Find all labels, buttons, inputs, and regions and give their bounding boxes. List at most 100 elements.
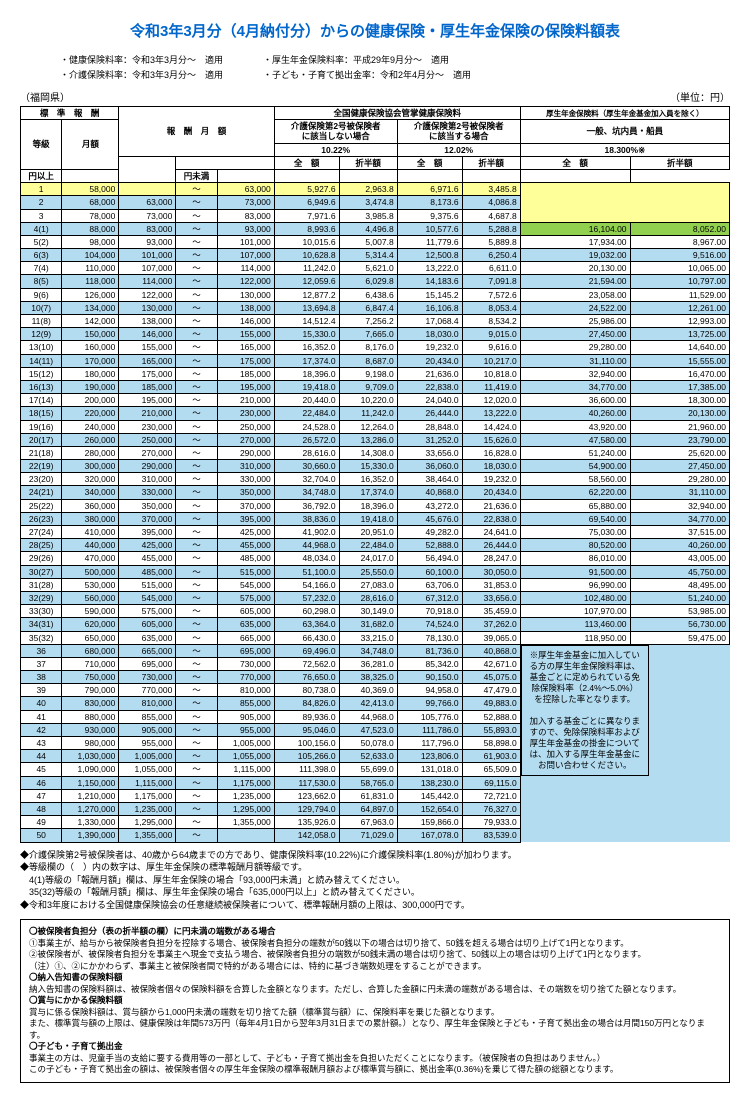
col-month: 月額 bbox=[62, 120, 119, 170]
cell: 14,512.4 bbox=[274, 315, 339, 328]
cell: 146,000 bbox=[217, 315, 274, 328]
cell: 65,509.0 bbox=[462, 763, 520, 776]
table-row: 21(18)280,000270,000～290,00028,616.014,3… bbox=[21, 446, 730, 459]
cell: 42 bbox=[21, 723, 62, 736]
cell: 16,106.8 bbox=[397, 301, 462, 314]
footer-3: 4(1)等級の「報酬月額」欄は、厚生年金保険の場合「93,000円未満」と読み替… bbox=[20, 874, 730, 887]
cell: 38,836.0 bbox=[274, 512, 339, 525]
cell: 114,000 bbox=[217, 262, 274, 275]
cell: 195,000 bbox=[119, 394, 176, 407]
table-row: 30(27)500,000485,000～515,00051,100.025,5… bbox=[21, 565, 730, 578]
cell: 470,000 bbox=[62, 552, 119, 565]
col-above: 円以上 bbox=[21, 169, 62, 182]
cell: 25,986.00 bbox=[520, 315, 630, 328]
cell: 14,424.0 bbox=[462, 420, 520, 433]
cell: 58,000 bbox=[62, 183, 119, 196]
cell: 11,419.0 bbox=[462, 380, 520, 393]
cell: 40 bbox=[21, 697, 62, 710]
cell: 7,971.6 bbox=[274, 209, 339, 222]
cell: 78,130.0 bbox=[397, 631, 462, 644]
rate-note-1: ・健康保険料率：令和3年3月分～ 適用 bbox=[60, 53, 223, 66]
cell: 20,130.00 bbox=[630, 407, 729, 420]
cell: 24,522.00 bbox=[520, 301, 630, 314]
diag-cell bbox=[397, 169, 462, 182]
cell: 10(7) bbox=[21, 301, 62, 314]
cell: 63,000 bbox=[119, 196, 176, 209]
cell: 48,495.00 bbox=[630, 578, 729, 591]
cell: ～ bbox=[176, 539, 217, 552]
cell: 830,000 bbox=[62, 697, 119, 710]
cell: 34,748.0 bbox=[339, 644, 397, 657]
table-row: 15(12)180,000175,000～185,00018,396.09,19… bbox=[21, 367, 730, 380]
cell: 7,256.2 bbox=[339, 315, 397, 328]
cell: 6,611.0 bbox=[462, 262, 520, 275]
cell: 146,000 bbox=[119, 328, 176, 341]
cell: 36,600.00 bbox=[520, 394, 630, 407]
cell: 10,217.0 bbox=[462, 354, 520, 367]
cell: 31,252.0 bbox=[397, 433, 462, 446]
cell: 34(31) bbox=[21, 618, 62, 631]
cell: 155,000 bbox=[119, 341, 176, 354]
cell: 83,539.0 bbox=[462, 829, 520, 842]
box-l2: ②被保険者が、被保険者負担分を事業主へ現金で支払う場合、被保険者負担分の端数が5… bbox=[29, 949, 721, 960]
cell: ～ bbox=[176, 591, 217, 604]
cell: 665,000 bbox=[217, 631, 274, 644]
cell: 31,853.0 bbox=[462, 578, 520, 591]
cell: ～ bbox=[176, 183, 217, 196]
cell: 11(8) bbox=[21, 315, 62, 328]
cell: ～ bbox=[176, 196, 217, 209]
cell: 107,000 bbox=[119, 262, 176, 275]
cell: 16,104.00 bbox=[520, 222, 630, 235]
box-l3: （注）①、②にかかわらず、事業主と被保険者間で特約がある場合には、特約に基づき端… bbox=[29, 961, 721, 972]
table-row: 158,000～63,0005,927.62,963.86,971.63,485… bbox=[21, 183, 730, 196]
cell: 49,282.0 bbox=[397, 526, 462, 539]
cell: 91,500.00 bbox=[520, 565, 630, 578]
cell: 35,459.0 bbox=[462, 605, 520, 618]
cell: 23,058.00 bbox=[520, 288, 630, 301]
cell: 85,342.0 bbox=[397, 657, 462, 670]
cell: 58,765.0 bbox=[339, 776, 397, 789]
box-h4: 〇子ども・子育て拠出金 bbox=[29, 1041, 721, 1052]
cell: 5,314.4 bbox=[339, 249, 397, 262]
cell: 905,000 bbox=[119, 723, 176, 736]
cell: 10,797.00 bbox=[630, 275, 729, 288]
cell: 81,736.0 bbox=[397, 644, 462, 657]
cell: 3,485.8 bbox=[462, 183, 520, 196]
cell: 500,000 bbox=[62, 565, 119, 578]
cell: 13(10) bbox=[21, 341, 62, 354]
cell: ～ bbox=[176, 552, 217, 565]
cell: ～ bbox=[176, 737, 217, 750]
box-l5: 賞与に係る保険料額は、賞与額から1,000円未満の端数を切り捨てた額（標準賞与額… bbox=[29, 1007, 721, 1018]
cell: 180,000 bbox=[62, 367, 119, 380]
cell: 12,020.0 bbox=[462, 394, 520, 407]
cell: 175,000 bbox=[217, 354, 274, 367]
rate-note-2: ・厚生年金保険料率：平成29年9月分～ 適用 bbox=[263, 53, 449, 66]
cell: 43 bbox=[21, 737, 62, 750]
cell: 150,000 bbox=[62, 328, 119, 341]
cell: 63,706.0 bbox=[397, 578, 462, 591]
cell: 31(28) bbox=[21, 578, 62, 591]
cell: 44,968.0 bbox=[339, 710, 397, 723]
cell: 270,000 bbox=[119, 446, 176, 459]
cell: 485,000 bbox=[217, 552, 274, 565]
cell: 14,308.0 bbox=[339, 446, 397, 459]
cell: 320,000 bbox=[62, 473, 119, 486]
cell: 63,000 bbox=[217, 183, 274, 196]
rate-2: 12.02% bbox=[397, 143, 520, 156]
cell: 70,918.0 bbox=[397, 605, 462, 618]
cell: 21(18) bbox=[21, 446, 62, 459]
diag-cell bbox=[217, 169, 274, 182]
cell: 22,484.0 bbox=[274, 407, 339, 420]
cell: 155,000 bbox=[217, 328, 274, 341]
cell: 10,015.6 bbox=[274, 235, 339, 248]
cell: 43,272.0 bbox=[397, 499, 462, 512]
cell: 52,633.0 bbox=[339, 750, 397, 763]
table-row: 8(5)118,000114,000～122,00012,059.66,029.… bbox=[21, 275, 730, 288]
cell: 18,030.0 bbox=[462, 460, 520, 473]
table-row: 4(1)88,00083,000～93,0008,993.64,496.810,… bbox=[21, 222, 730, 235]
cell: 12,261.00 bbox=[630, 301, 729, 314]
hdr-general: 一般、坑内員・船員 bbox=[520, 120, 729, 143]
cell: 61,903.0 bbox=[462, 750, 520, 763]
box-h1: 〇被保険者負担分（表の折半額の欄）に円未満の端数がある場合 bbox=[29, 926, 721, 937]
cell: 49,883.0 bbox=[462, 697, 520, 710]
